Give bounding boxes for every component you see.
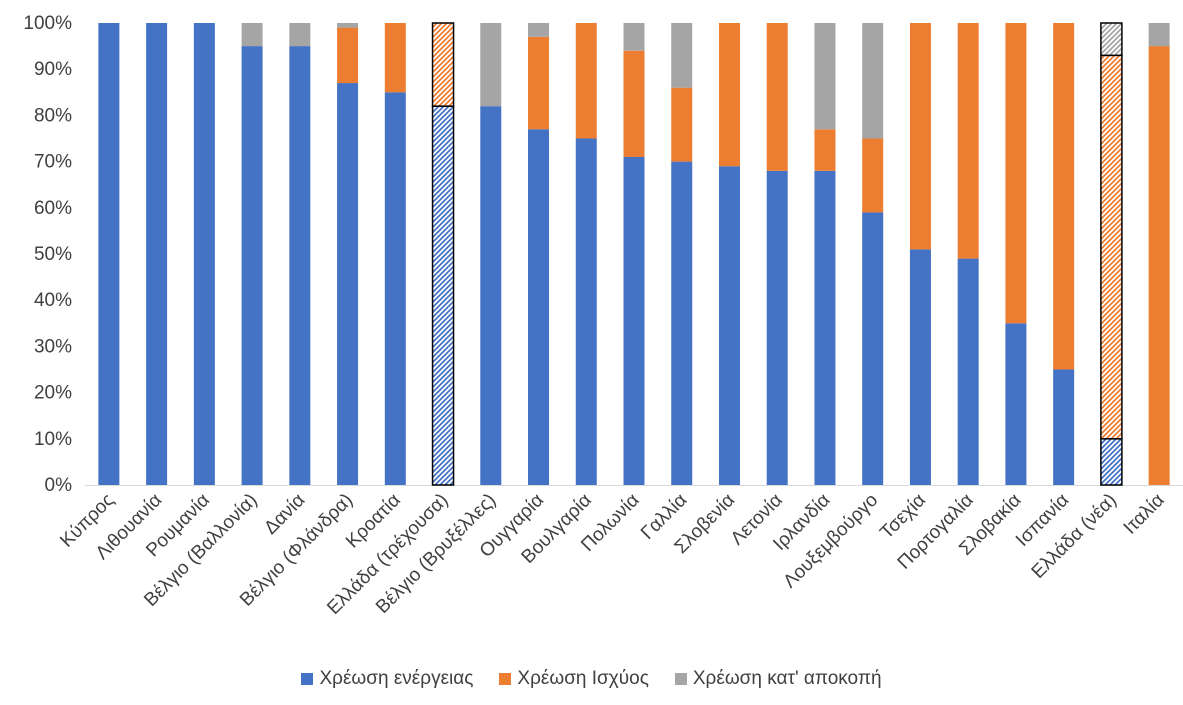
bar-segment-flat (1100, 22, 1123, 57)
bar-segment-flat (862, 23, 884, 139)
legend-label-flat: Χρέωση κατ' αποκοπή (692, 668, 882, 689)
legend-swatch-energy (301, 673, 314, 685)
bar-segment-energy (480, 106, 502, 485)
bar-segment-power (431, 22, 455, 107)
bar-segment-energy (814, 170, 836, 485)
bar-segment-flat (814, 23, 836, 130)
x-tick-label: Ιταλία (1120, 490, 1169, 539)
bar-segment-power (1005, 23, 1027, 324)
bar-segment-flat (623, 23, 645, 51)
bar-segment-energy (528, 129, 550, 485)
legend: Χρέωση ενέργειας Χρέωση Ισχύος Χρέωση κα… (0, 668, 1183, 690)
y-tick-label: 0% (45, 475, 73, 496)
bar-segment-energy (1053, 369, 1075, 485)
bar-segment-power (814, 129, 836, 171)
bar-segment-energy (289, 46, 311, 485)
bar-segment-energy (862, 212, 884, 486)
bar-segment-energy (623, 156, 645, 486)
y-tick-label: 20% (34, 383, 72, 404)
legend-swatch-power (499, 673, 512, 685)
axes-group: 0% 10% 20% 30% 40% 50% 60% 70% 80% 90% 100% (23, 13, 1183, 496)
bar-segment-flat (671, 23, 693, 88)
y-tick-label: 80% (34, 105, 72, 126)
bar-segment-energy (337, 83, 359, 485)
x-tick-label: Ελλάδα (νέα) (1028, 490, 1121, 583)
stacked-bar-chart: 0% 10% 20% 30% 40% 50% 60% 70% 80% 90% 100% Κύπρος… (23, 13, 1183, 619)
bar-segment-power (862, 138, 884, 213)
bar-segment-power (1053, 23, 1075, 370)
y-tick-label: 30% (34, 336, 72, 357)
bar-segment-energy (575, 138, 597, 485)
bar-segment-energy (766, 170, 788, 485)
bar-segment-flat (241, 23, 263, 47)
bar-segment-flat (1148, 23, 1170, 47)
bar-segment-energy (957, 258, 979, 485)
bar-segment-power (671, 87, 693, 162)
y-tick-label: 60% (34, 198, 72, 219)
bar-segment-flat (289, 23, 311, 47)
bar-segment-energy (909, 249, 931, 485)
legend-item-energy: Χρέωση ενέργειας (301, 668, 473, 690)
y-tick-label: 50% (34, 244, 72, 265)
bar-segment-energy (718, 166, 740, 485)
legend-label-power: Χρέωση Ισχύος (517, 668, 649, 689)
bar-segment-flat (337, 23, 359, 28)
y-tick-label: 10% (34, 429, 72, 450)
bar-segment-power (528, 36, 550, 130)
bar-segment-power (623, 50, 645, 157)
bar-segment-energy (671, 161, 693, 485)
legend-item-power: Χρέωση Ισχύος (499, 668, 649, 690)
bar-segment-flat (528, 23, 550, 37)
bar-segment-energy (241, 46, 263, 485)
bar-segment-energy (193, 23, 215, 485)
bar-segment-power (766, 23, 788, 171)
bar-segment-energy (1100, 438, 1123, 486)
legend-item-flat: Χρέωση κατ' αποκοπή (674, 668, 882, 690)
y-tick-label: 90% (34, 59, 72, 80)
y-tick-label: 70% (34, 152, 72, 173)
bar-segment-power (575, 23, 597, 139)
bar-segment-power (957, 23, 979, 259)
bar-segment-power (1100, 54, 1123, 440)
legend-label-energy: Χρέωση ενέργειας (319, 668, 474, 689)
bar-segment-energy (384, 92, 406, 486)
y-tick-label: 40% (34, 290, 72, 311)
bar-segment-energy (431, 105, 455, 486)
bar-segment-energy (146, 23, 168, 485)
bar-segment-power (1148, 46, 1170, 485)
legend-swatch-flat (674, 673, 687, 685)
bar-segment-power (337, 27, 359, 84)
y-tick-label: 100% (23, 13, 72, 34)
bar-segment-power (909, 23, 931, 250)
bar-segment-flat (480, 23, 502, 107)
bar-segment-power (384, 23, 406, 93)
bars-group (98, 22, 1170, 486)
bar-segment-energy (98, 23, 120, 485)
bar-segment-energy (1005, 323, 1027, 485)
bar-segment-power (718, 23, 740, 167)
